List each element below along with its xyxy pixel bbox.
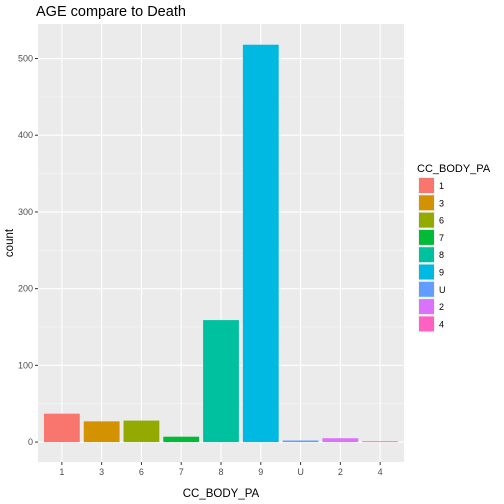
y-axis: 0 100 200 300 400 500 [18,54,38,448]
legend-swatch-9 [419,265,434,280]
legend-label-U: U [439,285,446,295]
x-tick-label: 7 [179,467,184,477]
x-tick-label: 3 [99,467,104,477]
y-tick-label: 300 [18,207,33,217]
legend-swatch-U [419,282,434,297]
legend-swatch-2 [419,299,434,314]
y-axis-title: count [4,228,16,257]
bar-4 [362,441,398,442]
legend-swatch-1 [419,178,434,193]
y-tick-label: 500 [18,54,33,64]
legend-label-6: 6 [439,216,444,226]
x-tick-label: 9 [258,467,263,477]
legend-swatch-7 [419,230,434,245]
legend-label-1: 1 [439,181,444,191]
y-tick-label: 200 [18,284,33,294]
x-tick-label: 2 [338,467,343,477]
legend-swatch-3 [419,195,434,210]
bar-2 [322,438,358,442]
legend-swatch-4 [419,316,434,331]
legend-label-4: 4 [439,319,444,329]
bar-7 [163,437,199,442]
chart-title: AGE compare to Death [36,4,186,20]
x-tick-label: U [297,467,304,477]
x-tick-label: 1 [59,467,64,477]
legend-label-9: 9 [439,268,444,278]
legend-swatch-6 [419,213,434,228]
x-axis-title: CC_BODY_PA [183,488,260,500]
legend-label-2: 2 [439,302,444,312]
bar-8 [203,320,239,442]
legend-label-3: 3 [439,198,444,208]
legend-title: CC_BODY_PA [417,163,491,175]
legend-label-8: 8 [439,250,444,260]
y-tick-label: 100 [18,360,33,370]
bar-6 [124,421,160,442]
y-tick-label: 400 [18,130,33,140]
legend-label-7: 7 [439,233,444,243]
y-tick-label: 0 [28,437,33,447]
x-tick-label: 6 [139,467,144,477]
legend-swatch-8 [419,247,434,262]
legend: CC_BODY_PA 1 3 6 7 8 9 U 2 4 [417,163,491,332]
bar-3 [84,421,120,442]
x-axis: 1 3 6 7 8 9 U 2 4 [59,462,382,477]
x-tick-label: 8 [218,467,223,477]
bar-9 [243,45,279,442]
x-tick-label: 4 [378,467,383,477]
bar-U [283,441,319,443]
bar-1 [44,414,80,442]
